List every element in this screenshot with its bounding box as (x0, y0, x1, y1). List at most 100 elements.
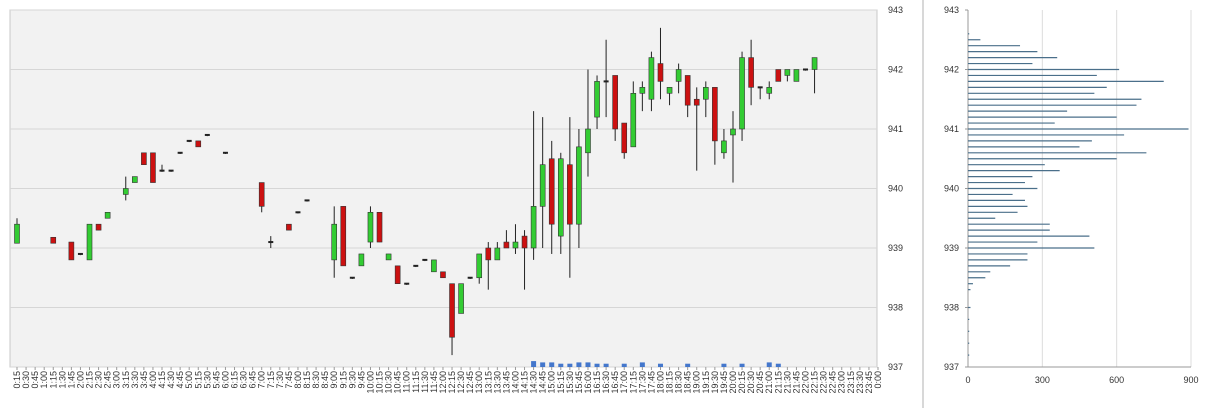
candle-body (340, 206, 347, 267)
candle-body (222, 151, 228, 154)
candlestick-series (14, 27, 818, 356)
candle-body (648, 57, 655, 100)
time-tick-label: 0:30 (21, 371, 31, 389)
time-tick-label: 12:30 (456, 371, 466, 394)
candle-body (539, 164, 546, 207)
candle (485, 242, 492, 290)
candle-body (168, 169, 174, 172)
time-tick-label: 15:30 (565, 371, 575, 394)
time-tick-label: 23:15 (846, 371, 856, 394)
time-tick-label: 5:00 (184, 371, 194, 389)
time-tick-label: 12:15 (447, 371, 457, 394)
time-tick-label: 3:45 (139, 371, 149, 389)
candle-body (449, 283, 455, 338)
candle-body (268, 241, 274, 244)
candle-body (512, 241, 519, 249)
candle-body (630, 93, 637, 148)
time-tick-label: 22:00 (800, 371, 810, 394)
candle (757, 86, 763, 100)
candle (195, 140, 202, 148)
candle-body (802, 68, 808, 71)
candle (494, 242, 501, 261)
time-tick-label: 5:45 (211, 371, 221, 389)
time-tick-label: 17:00 (619, 371, 629, 394)
candle (422, 258, 428, 262)
time-tick-label: 14:45 (538, 371, 548, 394)
time-tick-label: 0:45 (30, 371, 40, 389)
time-tick-label: 20:30 (746, 371, 756, 394)
time-tick-label: 13:00 (474, 371, 484, 394)
candle-body (766, 87, 773, 94)
candle (14, 218, 20, 244)
candle-body (748, 57, 754, 88)
time-tick-label: 1:30 (57, 371, 67, 389)
candle-body (594, 81, 600, 118)
candle (802, 68, 808, 71)
candle-body (639, 87, 646, 94)
time-tick-label: 14:15 (520, 371, 530, 394)
candle-body (431, 259, 437, 273)
candle (612, 75, 618, 141)
candle-body (367, 212, 374, 243)
time-tick-label: 13:15 (483, 371, 493, 394)
time-tick-label: 21:15 (773, 371, 783, 394)
time-tick-label: 22:15 (810, 371, 820, 394)
candle-body (458, 283, 464, 314)
candle (159, 164, 165, 172)
candle (204, 133, 210, 137)
candle-body (86, 223, 93, 261)
time-tick-label: 4:15 (157, 371, 167, 389)
time-tick-label: 7:45 (284, 371, 294, 389)
time-tick-label: 10:00 (365, 371, 375, 394)
time-tick-label: 13:30 (492, 371, 502, 394)
candle (168, 169, 174, 172)
candle (585, 69, 591, 177)
profile-y-tick-label: 943 (944, 5, 959, 15)
candle (557, 152, 564, 254)
volume-bar (585, 362, 591, 367)
time-tick-label: 16:30 (601, 371, 611, 394)
volume-bar (567, 363, 573, 367)
time-tick-label: 15:15 (556, 371, 566, 394)
price-tick-label: 938 (888, 303, 903, 313)
candle (295, 211, 301, 214)
time-tick-label: 3:30 (130, 371, 140, 389)
candle (621, 122, 628, 159)
profile-y-tick-label: 938 (944, 303, 959, 313)
volume-bar (621, 363, 627, 367)
candle (675, 63, 682, 94)
candle-body (548, 158, 555, 225)
candle (630, 81, 637, 148)
candle (503, 230, 510, 249)
candle (458, 283, 464, 314)
volume-profile-bars (968, 33, 1189, 356)
candle-body (612, 75, 618, 130)
time-tick-label: 6:15 (230, 371, 240, 389)
time-tick-label: 10:30 (384, 371, 394, 394)
candle-body (440, 271, 446, 279)
time-tick-label: 9:00 (329, 371, 339, 389)
time-tick-label: 19:45 (719, 371, 729, 394)
candle (222, 151, 228, 154)
candle (467, 276, 473, 279)
volume-bar (739, 363, 745, 367)
profile-x-axis: 0 300 600 900 (965, 375, 1198, 385)
candle (268, 236, 274, 248)
candle (68, 241, 75, 261)
time-tick-label: 1:45 (66, 371, 76, 389)
candle (304, 199, 310, 202)
time-tick-label: 2:45 (103, 371, 113, 389)
candle-body (793, 69, 800, 82)
candle-body (621, 122, 628, 154)
time-tick-label: 23:30 (855, 371, 865, 394)
profile-tick-label: 900 (1183, 375, 1198, 385)
candle-body (485, 247, 492, 261)
candle (576, 129, 582, 248)
candle (413, 264, 419, 268)
candle-body (304, 199, 310, 202)
time-tick-label: 20:00 (728, 371, 738, 394)
candle (684, 75, 691, 118)
price-tick-label: 940 (888, 184, 903, 194)
time-tick-label: 8:00 (293, 371, 303, 389)
